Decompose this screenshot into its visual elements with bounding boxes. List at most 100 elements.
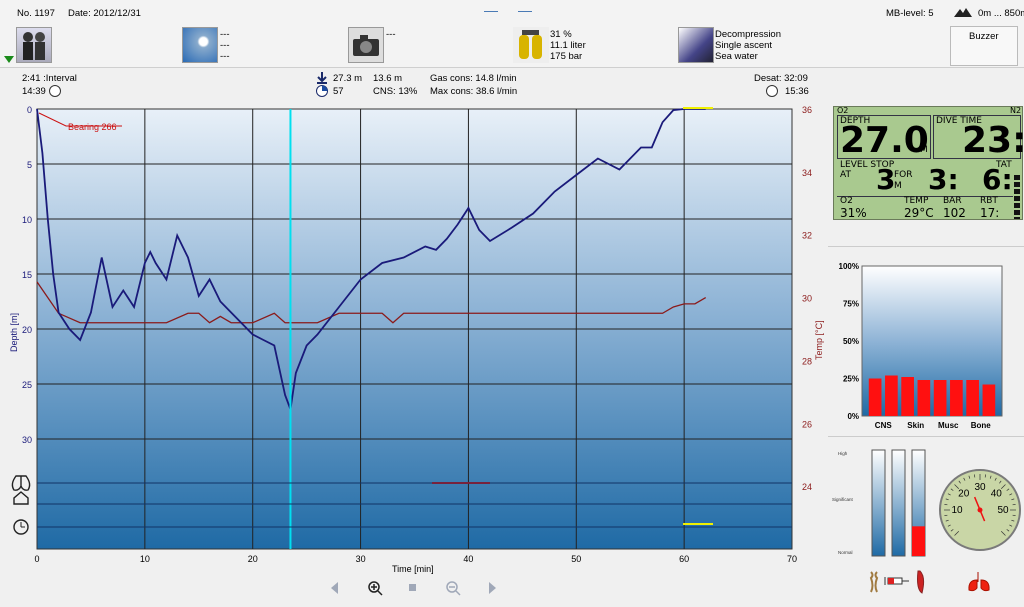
- x-tick-label: 50: [571, 554, 581, 564]
- lcd-o2-corner: O2: [837, 106, 849, 115]
- weather-line: ---: [220, 51, 230, 62]
- lcd-bargraph: [1014, 175, 1020, 219]
- avg-depth: 13.6 m: [373, 73, 403, 84]
- lcd-dive-time-label: DIVE TIME: [936, 116, 982, 126]
- buzzer-panel[interactable]: Buzzer: [950, 26, 1018, 66]
- dive-info-bar: 2:41 :Interval 14:39 27.3 m 13.6 m Gas c…: [0, 70, 826, 102]
- tissue-y-label: 50%: [843, 337, 859, 346]
- lcd-depth-unit: M: [920, 145, 928, 155]
- panel-divider: [828, 436, 1024, 437]
- x-tick-label: 40: [463, 554, 473, 564]
- x-axis-ticks: 0 10 20 30 40 50 60 70: [34, 554, 797, 564]
- altitude-range: 0m ... 850m: [978, 8, 1024, 19]
- divers-icon[interactable]: [16, 27, 52, 63]
- lungs-icon: [11, 475, 31, 491]
- weather-icon[interactable]: [182, 27, 218, 63]
- tissue-y-label: 100%: [839, 262, 859, 271]
- bearing-label: Bearing 266: [68, 122, 117, 132]
- weather-line: ---: [220, 40, 230, 51]
- temp-tick-label: 30: [802, 294, 812, 304]
- previous-button[interactable]: [331, 582, 338, 594]
- header-separator: [518, 11, 532, 12]
- zoom-out-button[interactable]: [446, 581, 461, 596]
- temp-tick-label: 32: [802, 231, 812, 241]
- tissue-bar: [901, 377, 914, 416]
- bone-icon[interactable]: [868, 570, 880, 594]
- max-consumption: Max cons: 38.6 l/min: [430, 86, 518, 97]
- tissue-y-label: 25%: [843, 375, 859, 384]
- y-tick-label: 0: [27, 105, 32, 115]
- gauge-hub: [977, 507, 983, 513]
- tissue-bar: [982, 384, 996, 416]
- dive-profile-chart[interactable]: 0 10 20 30 40 50 60 70 0 5 10 15 20 25 30 36 34 32 30 28 2…: [0, 102, 826, 607]
- microbubble-fill: [912, 526, 925, 556]
- y-axis-ticks: 0 5 10 15 20 25 30: [22, 105, 32, 445]
- gauge-tick-label: 50: [997, 505, 1009, 516]
- stop-button[interactable]: [409, 584, 416, 591]
- lcd-depth-box: [837, 115, 931, 159]
- lcd-rbt-value: 17:: [980, 206, 1000, 220]
- dive-computer-display: O2 N2 DEPTH 27.0 M DIVE TIME 23: LEVEL S…: [833, 106, 1024, 220]
- gauge-tick: [989, 475, 992, 479]
- syringe-icon[interactable]: [884, 574, 910, 588]
- mb-significant-label: Significant: [832, 497, 854, 502]
- x-tick-label: 0: [34, 554, 39, 564]
- header-separator: [484, 11, 498, 12]
- gauge-tick: [994, 477, 997, 481]
- dive-number: No. 1197: [17, 8, 55, 19]
- lcd-for-value: 3:: [928, 163, 959, 196]
- right-panel: O2 N2 DEPTH 27.0 M DIVE TIME 23: LEVEL S…: [828, 96, 1024, 607]
- grid-lines: [37, 109, 792, 549]
- tissue-bar: [966, 380, 979, 416]
- tank-line: 31 %: [550, 29, 572, 40]
- gauge-tick: [1011, 519, 1015, 522]
- x-tick-label: 60: [679, 554, 689, 564]
- lcd-for-label: FOR: [894, 170, 913, 180]
- tissue-category-label: Skin: [907, 421, 924, 430]
- next-button[interactable]: [489, 582, 496, 594]
- lcd-temp-label: TEMP: [904, 196, 929, 206]
- temp-axis-ticks: 36 34 32 30 28 26 24: [802, 105, 812, 492]
- deco-stop-icon: [13, 491, 29, 505]
- lcd-o2-value: 31%: [840, 206, 867, 220]
- tissue-category-label: Musc: [938, 421, 959, 430]
- temp-tick-label: 28: [802, 356, 812, 366]
- tissue-y-label: 75%: [843, 300, 859, 309]
- lcd-n2-corner: N2: [1010, 106, 1022, 115]
- dropdown-arrow-icon[interactable]: [4, 56, 14, 64]
- tissue-plot-area: [861, 265, 1003, 417]
- x-tick-label: 20: [248, 554, 258, 564]
- tank-line: 175 bar: [550, 51, 583, 62]
- cns-dial-icon: [316, 85, 328, 97]
- dive-date: Date: 2012/12/31: [68, 8, 141, 19]
- panel-divider: [828, 246, 1024, 247]
- lcd-depth-value: 27.0: [840, 120, 929, 161]
- lcd-divider: [837, 196, 1013, 197]
- stopwatch-icon: [13, 519, 29, 535]
- zoom-in-button[interactable]: [368, 581, 383, 596]
- mb-normal-label: Normal: [838, 550, 853, 555]
- camera-icon[interactable]: [348, 27, 384, 63]
- gauge-tick: [947, 493, 951, 496]
- gauge-tick-label: 10: [951, 505, 963, 516]
- lcd-level-stop-label: LEVEL STOP: [840, 160, 895, 170]
- gauge-tick-label: 30: [974, 482, 986, 493]
- muscle-icon[interactable]: [914, 570, 926, 594]
- lungs-red-icon[interactable]: [966, 568, 992, 594]
- microbubble-bar: [871, 449, 886, 557]
- tank-icon[interactable]: [513, 27, 549, 63]
- max-depth: 27.3 m: [333, 73, 363, 84]
- x-tick-label: 30: [356, 554, 366, 564]
- dive-type-line: Single ascent: [715, 40, 773, 51]
- lcd-bar-value: 102: [943, 206, 966, 220]
- temp-tick-label: 24: [802, 482, 812, 492]
- depth-series: [36, 108, 706, 413]
- x-tick-label: 10: [140, 554, 150, 564]
- gauge-tick: [950, 529, 954, 532]
- dive-type-icon[interactable]: [678, 27, 714, 63]
- gauge-tick: [958, 480, 961, 484]
- lcd-tat-label: TAT: [996, 160, 1012, 170]
- microbubble-bar: [891, 449, 906, 557]
- mb-high-label: High: [838, 451, 848, 456]
- tissue-saturation-chart: 100% 75% 50% 25% 0% CNS Skin Musc Bone: [839, 262, 1003, 430]
